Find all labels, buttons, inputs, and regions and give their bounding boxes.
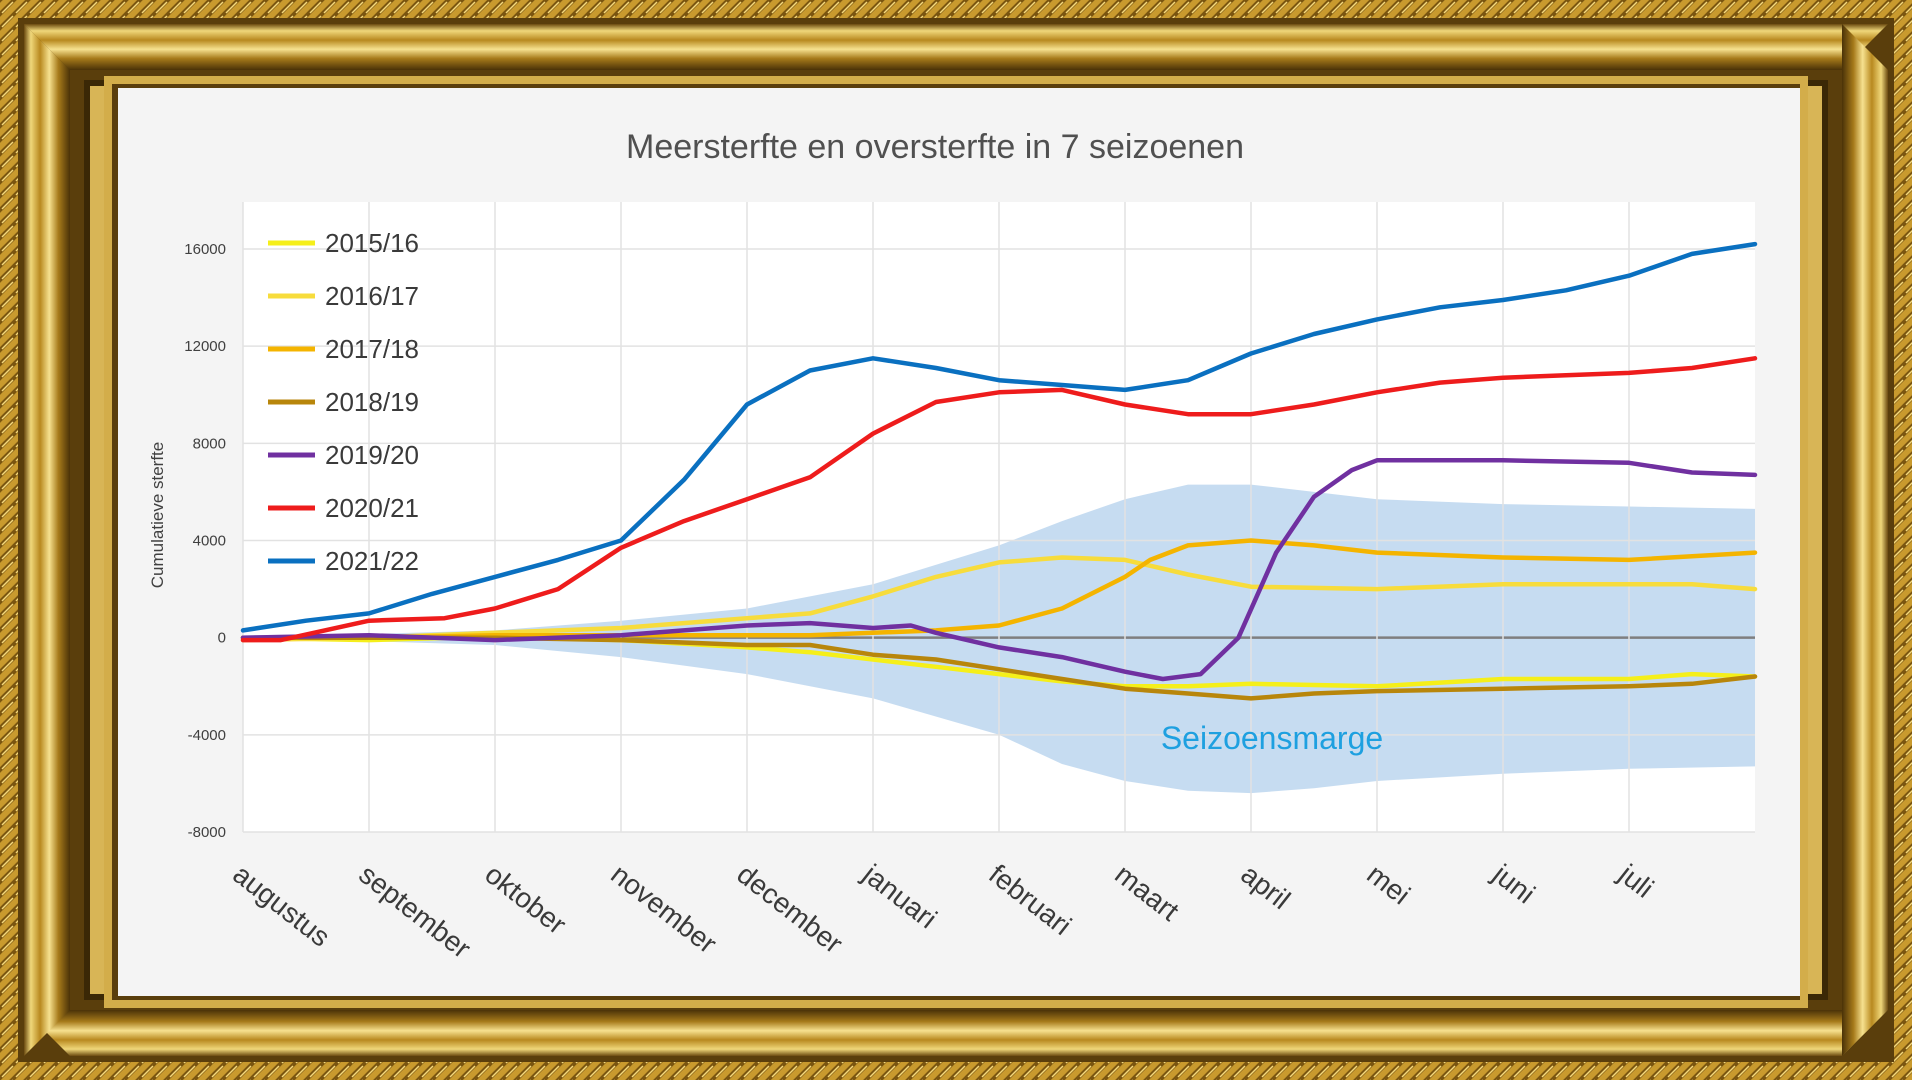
- x-month-label: februari: [983, 858, 1077, 941]
- x-month-label: juli: [1613, 858, 1660, 904]
- chart-title: Meersterfte en oversterfte in 7 seizoene…: [626, 128, 1244, 166]
- x-month-label: september: [353, 858, 476, 964]
- series-line-2018-19: [240, 635, 1758, 701]
- y-tick-label: -8000: [188, 824, 226, 841]
- y-tick-label: 0: [218, 630, 226, 647]
- x-month-label: november: [605, 858, 722, 959]
- x-month-label: oktober: [479, 858, 572, 940]
- y-tick-label: 8000: [193, 435, 226, 452]
- y-tick-label: 4000: [193, 533, 226, 550]
- x-month-label: maart: [1109, 858, 1185, 927]
- series-line-2021-22: [240, 241, 1758, 633]
- x-month-label: mei: [1361, 858, 1416, 910]
- series-line-2016-17: [240, 555, 1758, 643]
- y-tick-label: 12000: [184, 338, 226, 355]
- legend-label-2016-17: 2016/17: [325, 281, 419, 311]
- x-month-label: januari: [857, 858, 943, 935]
- y-tick-label: -4000: [188, 727, 226, 744]
- series-line-2019-20: [240, 458, 1758, 682]
- band-annotation-label: Seizoensmarge: [1161, 720, 1383, 756]
- series-line-2020-21: [240, 356, 1758, 643]
- legend-label-2019-20: 2019/20: [325, 440, 419, 470]
- x-month-label: december: [731, 858, 848, 959]
- y-axis-label: Cumulatieve sterfte: [148, 442, 167, 588]
- legend-label-2021-22: 2021/22: [325, 546, 419, 576]
- x-month-label: juni: [1487, 858, 1541, 910]
- legend-label-2015-16: 2015/16: [325, 228, 419, 258]
- y-tick-label: 16000: [184, 241, 226, 258]
- legend-label-2018-19: 2018/19: [325, 387, 419, 417]
- x-month-label: augustus: [227, 858, 336, 952]
- legend-label-2020-21: 2020/21: [325, 493, 419, 523]
- x-month-label: april: [1235, 858, 1296, 915]
- legend-label-2017-18: 2017/18: [325, 334, 419, 364]
